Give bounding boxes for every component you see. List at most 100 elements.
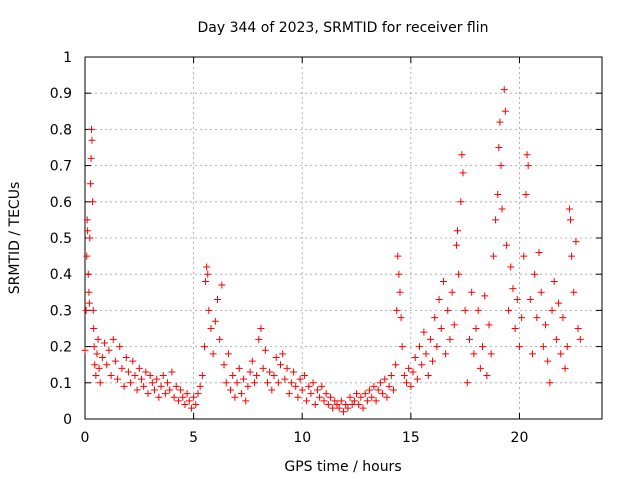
data-point: [135, 364, 143, 372]
data-point: [572, 238, 580, 246]
data-point: [552, 335, 560, 343]
data-point: [279, 350, 287, 358]
data-point: [290, 368, 298, 376]
y-tick-label: 0.2: [50, 340, 72, 356]
data-point: [426, 335, 434, 343]
data-point: [457, 198, 465, 206]
data-point: [285, 390, 293, 398]
data-point: [494, 191, 502, 199]
data-point: [326, 393, 334, 401]
data-point: [202, 277, 210, 285]
data-point: [376, 379, 384, 387]
data-point: [539, 343, 547, 351]
data-point: [397, 314, 405, 322]
data-point: [89, 306, 97, 314]
data-point: [346, 393, 354, 401]
data-point: [90, 343, 98, 351]
data-point: [548, 306, 556, 314]
data-point: [214, 296, 222, 304]
data-point: [523, 151, 531, 159]
data-point: [433, 343, 441, 351]
data-point: [357, 393, 365, 401]
data-point: [513, 296, 521, 304]
data-point: [385, 382, 393, 390]
data-point: [157, 382, 165, 390]
data-point: [101, 339, 109, 347]
data-point: [363, 397, 371, 405]
data-point: [424, 372, 432, 380]
data-point: [159, 372, 167, 380]
data-point: [454, 227, 462, 235]
data-point: [283, 364, 291, 372]
data-point: [392, 361, 400, 369]
data-point: [470, 350, 478, 358]
data-point: [350, 397, 358, 405]
x-axis-label: GPS time / hours: [284, 459, 401, 475]
data-point: [92, 372, 100, 380]
data-point: [142, 368, 150, 376]
data-point: [476, 364, 484, 372]
data-point: [472, 325, 480, 332]
data-point: [187, 404, 195, 412]
data-point: [120, 382, 128, 390]
data-point: [305, 382, 313, 390]
data-point: [522, 191, 530, 199]
data-point: [270, 372, 278, 380]
data-point: [374, 386, 382, 394]
data-point: [205, 306, 213, 314]
data-point: [320, 397, 328, 405]
data-point: [231, 393, 239, 401]
data-point: [359, 404, 367, 412]
data-point: [277, 361, 285, 369]
data-point: [82, 306, 90, 314]
data-point: [248, 357, 256, 365]
data-point: [322, 390, 330, 398]
data-point: [455, 270, 463, 278]
data-point: [96, 379, 104, 387]
data-point: [109, 335, 117, 343]
data-point: [361, 390, 369, 398]
data-point: [393, 306, 401, 314]
data-point: [261, 346, 269, 354]
data-point: [458, 151, 466, 159]
data-point: [535, 248, 543, 256]
data-point: [89, 198, 97, 206]
data-point: [172, 382, 180, 390]
data-point: [137, 375, 145, 383]
data-point: [333, 401, 341, 409]
data-point: [520, 252, 528, 260]
data-point: [435, 296, 443, 304]
data-point: [348, 401, 356, 409]
data-point: [394, 252, 402, 260]
y-tick-label: 0.5: [50, 231, 72, 247]
data-point: [497, 162, 505, 170]
data-point: [442, 350, 450, 358]
data-point: [300, 372, 308, 380]
y-tick-label: 0: [63, 412, 72, 428]
data-point: [200, 343, 208, 351]
data-point: [140, 382, 148, 390]
data-point: [224, 350, 232, 358]
data-point: [233, 379, 241, 387]
data-point: [298, 386, 306, 394]
data-point: [151, 386, 159, 394]
data-point: [181, 401, 189, 409]
data-point: [396, 288, 404, 296]
data-point: [344, 404, 352, 412]
data-point: [505, 306, 513, 314]
data-point: [194, 390, 202, 398]
data-point: [468, 288, 476, 296]
data-point: [81, 346, 89, 354]
data-point: [533, 314, 541, 322]
data-point: [418, 361, 426, 369]
data-point: [407, 382, 415, 390]
data-point: [353, 390, 361, 398]
data-point: [526, 296, 534, 304]
data-point: [501, 107, 509, 115]
data-point: [84, 227, 92, 235]
data-point: [253, 372, 261, 380]
data-point: [144, 390, 152, 398]
data-point: [124, 368, 132, 376]
data-point: [496, 118, 504, 126]
data-point: [242, 397, 250, 405]
